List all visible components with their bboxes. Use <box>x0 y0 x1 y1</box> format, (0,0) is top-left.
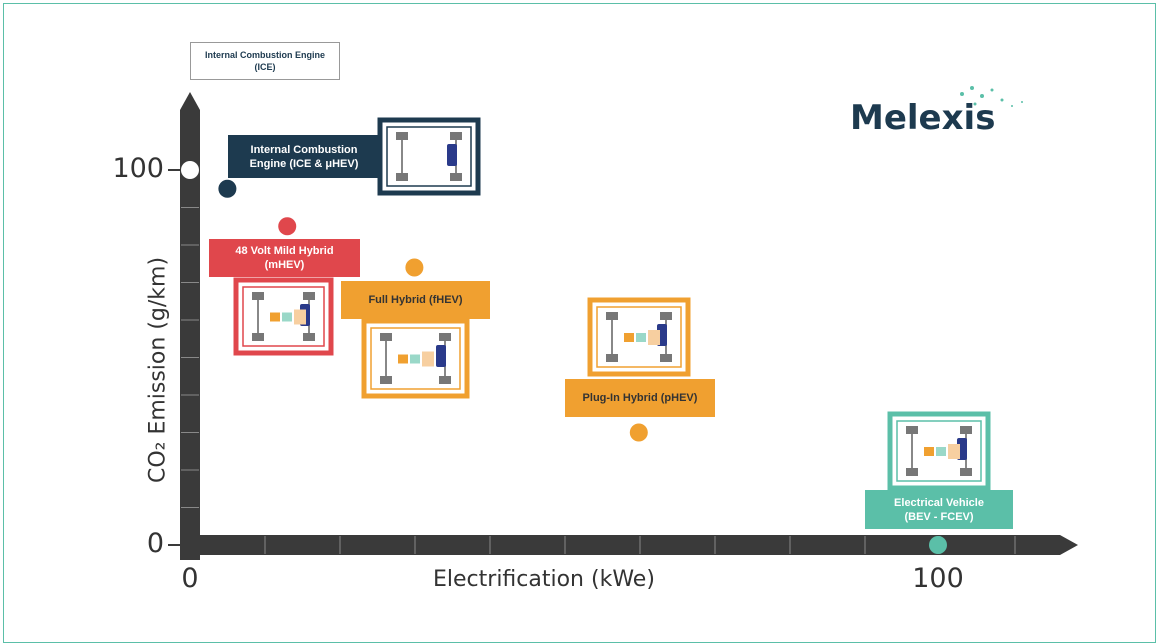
wheel <box>396 173 408 181</box>
vehicle-icon <box>377 117 481 196</box>
wheel <box>303 333 315 341</box>
wheel <box>906 468 918 476</box>
point <box>278 217 297 236</box>
point-label: 48 Volt Mild Hybrid (mHEV) <box>209 239 360 277</box>
icon-frame <box>377 117 481 196</box>
x-axis-title: Electrification (kWe) <box>433 567 655 592</box>
battery <box>648 330 660 345</box>
inverter <box>936 447 946 456</box>
point <box>218 179 237 198</box>
battery <box>948 444 960 459</box>
icon-inner <box>242 286 325 347</box>
wheel <box>606 312 618 320</box>
motor <box>624 333 634 342</box>
point-label: Internal Combustion Engine (ICE & μHEV) <box>228 135 380 178</box>
wheel <box>252 292 264 300</box>
icon-inner <box>370 327 461 390</box>
x-axis-arrow <box>1060 535 1078 555</box>
wheel <box>960 426 972 434</box>
y-tick-label: 100 <box>112 153 164 184</box>
logo: Melexis <box>850 98 996 138</box>
battery <box>294 309 306 325</box>
wheel <box>660 312 672 320</box>
motor <box>398 354 408 364</box>
vehicle-icon <box>233 277 334 356</box>
y-axis-arrow <box>180 92 200 110</box>
wheel <box>960 468 972 476</box>
inverter <box>282 312 292 322</box>
wheel <box>906 426 918 434</box>
inverter <box>636 333 646 342</box>
wheel <box>380 333 392 341</box>
motor <box>924 447 934 456</box>
vehicle-icon <box>887 411 991 491</box>
wheel <box>303 292 315 300</box>
wheel <box>450 173 462 181</box>
x-axis <box>180 535 1060 555</box>
page: Melexis Electrification (kWe) CO₂ Emissi… <box>3 3 1156 643</box>
point-label: Plug-In Hybrid (pHEV) <box>565 379 715 417</box>
point <box>629 423 648 442</box>
wheel <box>439 333 451 341</box>
point-label: Internal Combustion Engine (ICE) <box>190 42 340 80</box>
wheel <box>252 333 264 341</box>
engine <box>447 144 457 166</box>
y-axis <box>180 110 200 560</box>
icon-inner <box>386 126 472 187</box>
wheel <box>450 132 462 140</box>
point-label: Full Hybrid (fHEV) <box>341 281 490 319</box>
wheel <box>660 354 672 362</box>
x-tick-label: 0 <box>181 563 199 594</box>
wheel <box>380 376 392 384</box>
point <box>405 258 424 277</box>
wheel <box>396 132 408 140</box>
vehicle-icon <box>587 297 691 377</box>
motor <box>270 312 280 322</box>
battery <box>422 351 434 367</box>
decor-dots <box>960 86 1023 107</box>
chart <box>168 86 1078 560</box>
point <box>181 161 199 179</box>
wheel <box>439 376 451 384</box>
icon-frame <box>233 277 334 356</box>
point <box>929 536 947 554</box>
engine <box>436 345 446 367</box>
point-label: Electrical Vehicle (BEV - FCEV) <box>865 490 1013 529</box>
icon-inner <box>896 420 982 482</box>
vehicle-icon <box>361 318 470 399</box>
inverter <box>410 354 420 364</box>
y-tick-label: 0 <box>146 528 164 559</box>
icon-inner <box>596 306 682 368</box>
y-axis-title: CO₂ Emission (g/km) <box>145 256 171 484</box>
x-tick-label: 100 <box>912 563 964 594</box>
wheel <box>606 354 618 362</box>
